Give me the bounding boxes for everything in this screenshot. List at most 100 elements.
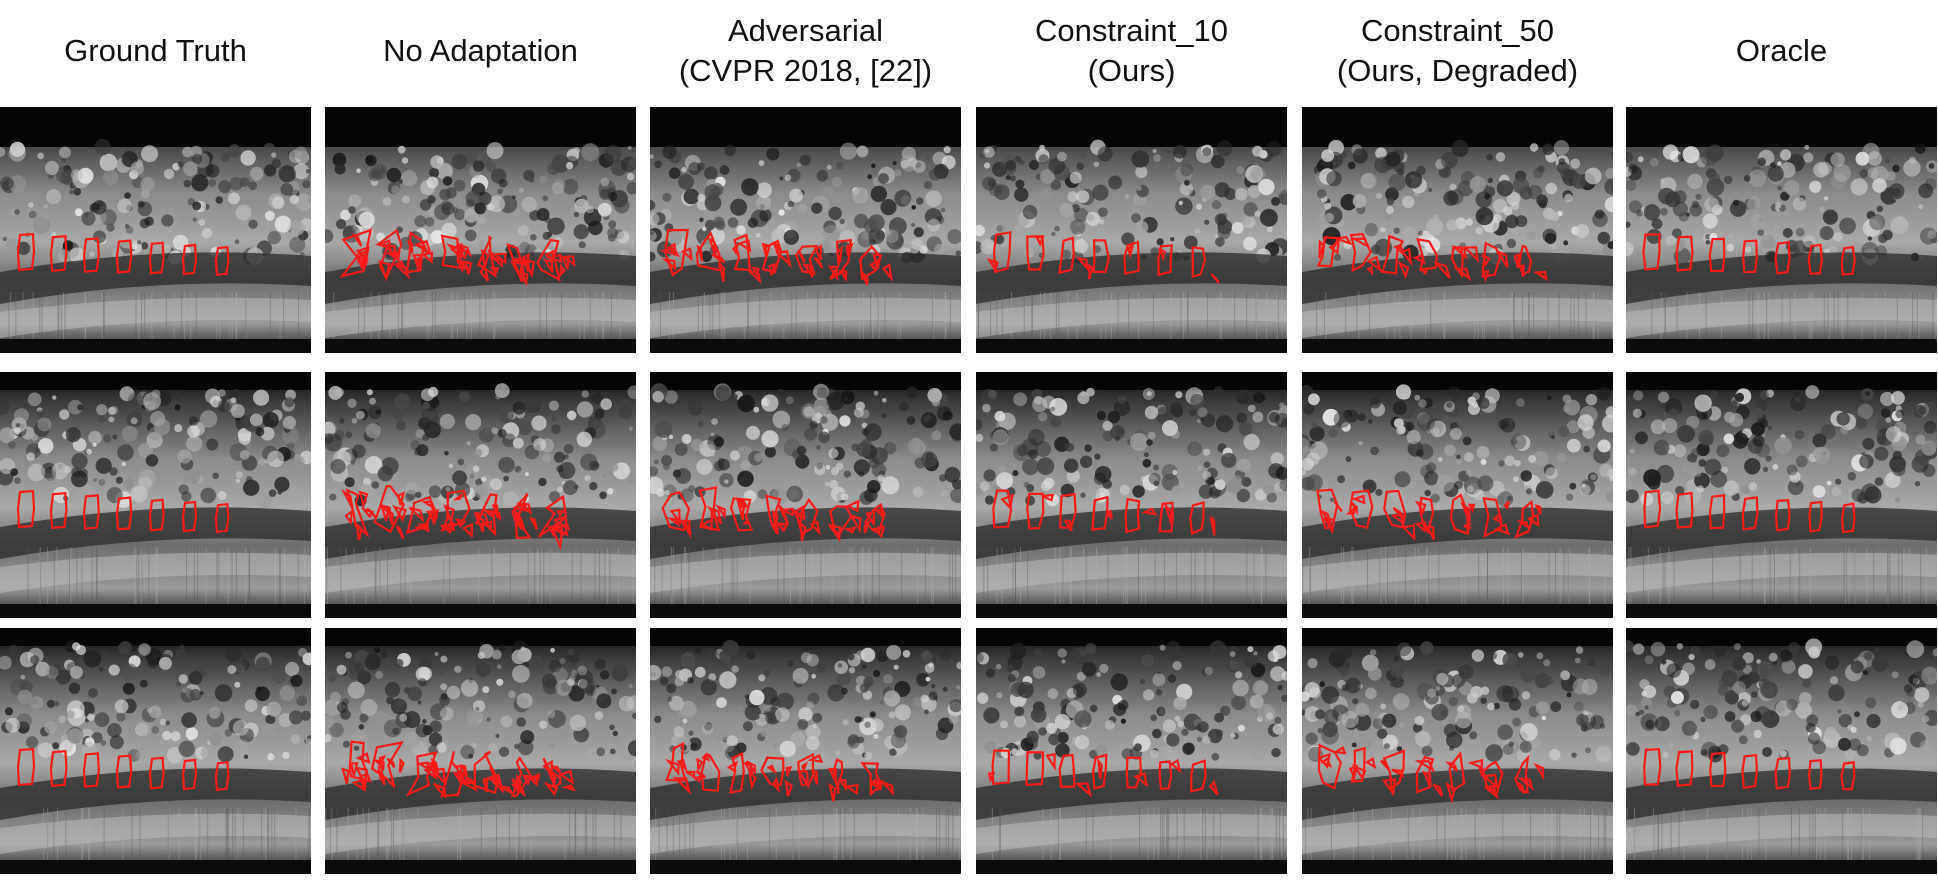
contour-fragment bbox=[838, 269, 848, 283]
segmentation-contours bbox=[1643, 748, 1856, 791]
contour-fragment bbox=[407, 239, 414, 254]
vertebra-contour bbox=[370, 740, 404, 788]
vertebra-contour bbox=[440, 751, 465, 798]
segmentation-contours bbox=[16, 489, 230, 534]
vertebra-contour bbox=[1124, 497, 1141, 534]
contour-fragment bbox=[864, 511, 876, 527]
vertebra-contour bbox=[115, 754, 133, 789]
contour-fragment bbox=[1418, 267, 1429, 276]
vertebra-contour bbox=[1091, 753, 1108, 790]
contour-fragment bbox=[863, 518, 872, 534]
contour-fragment bbox=[1477, 764, 1485, 777]
contour-fragment bbox=[549, 771, 557, 785]
vertebra-contour bbox=[992, 489, 1013, 529]
contour-fragment bbox=[511, 778, 520, 791]
contour-fragment bbox=[810, 770, 819, 785]
vertebra-contour bbox=[1348, 489, 1374, 529]
vertebra-contour bbox=[1840, 761, 1856, 791]
contour-fragment bbox=[742, 518, 750, 525]
contour-fragment bbox=[446, 243, 462, 262]
scan-image bbox=[0, 372, 311, 618]
vertebra-contour bbox=[1808, 500, 1823, 533]
contour-fragment bbox=[1317, 752, 1331, 769]
contour-fragment bbox=[341, 488, 354, 510]
vertebra-contour bbox=[1092, 239, 1110, 273]
contour-fragment bbox=[1397, 260, 1410, 280]
scan-image bbox=[325, 372, 636, 618]
contour-fragment bbox=[498, 784, 515, 796]
scan-panel-r3-adv bbox=[650, 628, 961, 874]
contour-fragment bbox=[1445, 782, 1456, 804]
contour-fragment bbox=[1366, 265, 1374, 276]
contour-fragment bbox=[1133, 772, 1149, 788]
contour-fragment bbox=[843, 526, 857, 534]
contour-fragment bbox=[736, 497, 748, 508]
contour-fragment bbox=[800, 521, 807, 542]
contour-fragment bbox=[386, 757, 396, 768]
vertebra-contour bbox=[148, 756, 165, 790]
contour-fragment bbox=[547, 525, 556, 538]
vertebra-contour bbox=[991, 749, 1011, 785]
contour-fragment bbox=[693, 774, 703, 783]
segmentation-contours bbox=[16, 747, 230, 792]
contour-fragment bbox=[545, 253, 563, 264]
contour-fragment bbox=[489, 267, 500, 275]
vertebra-contour bbox=[181, 243, 198, 276]
vertebra-contour bbox=[1058, 753, 1076, 788]
tissue-texture bbox=[650, 383, 961, 505]
contour-fragment bbox=[558, 769, 575, 785]
contour-fragment bbox=[550, 526, 564, 551]
contour-fragment bbox=[1492, 513, 1503, 525]
vertebra-contour bbox=[1708, 494, 1726, 530]
vertebra-contour bbox=[1382, 749, 1405, 791]
contour-fragment bbox=[1169, 758, 1182, 774]
contour-fragment bbox=[560, 784, 577, 792]
contour-fragment bbox=[1467, 503, 1476, 514]
contour-fragment bbox=[551, 524, 569, 537]
vertebra-contour bbox=[373, 484, 406, 534]
contour-fragment bbox=[1462, 521, 1471, 531]
vertebra-contour bbox=[148, 241, 165, 275]
vertebra-contour bbox=[1415, 756, 1435, 794]
contour-fragment bbox=[548, 764, 562, 774]
vertebra-contour bbox=[661, 491, 691, 532]
vertebra-contour bbox=[729, 752, 745, 795]
contour-fragment bbox=[421, 500, 437, 512]
contour-fragment bbox=[827, 524, 842, 543]
column-header-constraint-50: Constraint_50 (Ours, Degraded) bbox=[1302, 8, 1613, 94]
contour-fragment bbox=[351, 233, 363, 247]
contour-fragment bbox=[354, 766, 368, 787]
contour-fragment bbox=[1516, 520, 1530, 530]
contour-fragment bbox=[1346, 506, 1356, 515]
vertebra-contour bbox=[1774, 499, 1791, 532]
contour-fragment bbox=[456, 249, 470, 260]
column-header-line: Adversarial bbox=[727, 13, 884, 48]
tissue-texture bbox=[1302, 384, 1613, 508]
vertebra-contour bbox=[1025, 751, 1045, 787]
segmentation-contours bbox=[1317, 743, 1545, 804]
contour-fragment bbox=[1318, 239, 1325, 259]
contour-fragment bbox=[379, 503, 391, 517]
contour-fragment bbox=[731, 242, 740, 256]
contour-fragment bbox=[456, 242, 472, 258]
contour-fragment bbox=[766, 764, 778, 775]
scan-panel-r1-adv bbox=[650, 107, 961, 353]
contour-fragment bbox=[869, 779, 884, 790]
contour-fragment bbox=[859, 269, 869, 286]
vertebra-contour bbox=[148, 498, 165, 532]
vertebra-contour bbox=[440, 234, 469, 271]
vertebra-contour bbox=[1514, 754, 1530, 795]
vertebra-contour bbox=[536, 238, 561, 282]
contour-fragment bbox=[359, 257, 369, 267]
contour-fragment bbox=[680, 247, 693, 262]
contour-fragment bbox=[512, 517, 523, 530]
contour-fragment bbox=[408, 506, 425, 523]
vertebra-contour bbox=[1774, 240, 1791, 275]
contour-fragment bbox=[778, 507, 794, 517]
contour-fragment bbox=[358, 490, 369, 510]
contour-fragment bbox=[411, 253, 424, 270]
contour-fragment bbox=[1335, 236, 1353, 246]
contour-fragment bbox=[1534, 503, 1542, 515]
contour-fragment bbox=[1000, 493, 1014, 510]
